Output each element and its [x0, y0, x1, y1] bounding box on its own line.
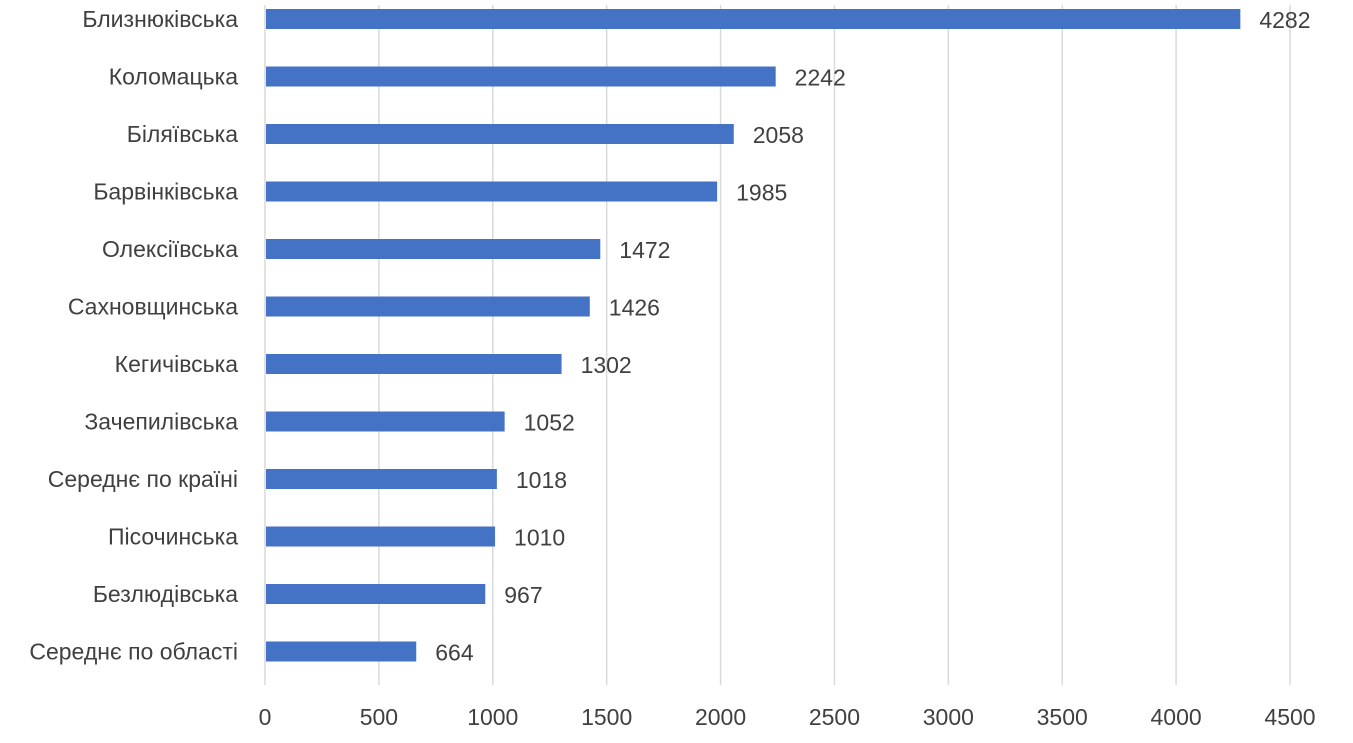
category-label: Безлюдівська: [93, 581, 238, 607]
category-label: Сахновщинська: [68, 294, 238, 320]
x-tick-label: 4000: [1151, 704, 1202, 730]
bar: [266, 66, 776, 87]
category-label: Середнє по області: [29, 639, 238, 665]
bar: [266, 181, 718, 202]
data-label: 1472: [619, 237, 670, 263]
data-label: 2058: [753, 122, 804, 148]
x-tick-label: 1000: [467, 704, 518, 730]
bar: [266, 411, 505, 432]
bars: [266, 9, 1241, 662]
category-label: Олексіївська: [102, 236, 238, 262]
data-label: 1302: [581, 352, 632, 378]
category-label: Пісочинська: [108, 524, 238, 550]
data-label: 1018: [516, 467, 567, 493]
gridlines: [264, 5, 1291, 685]
x-tick-label: 4500: [1264, 704, 1315, 730]
bar: [266, 354, 562, 374]
category-label: Коломацька: [109, 64, 238, 90]
category-label: Кегичівська: [115, 351, 239, 377]
data-label: 1985: [736, 180, 787, 206]
bar: [266, 469, 497, 489]
data-label: 2242: [795, 65, 846, 91]
data-label: 664: [435, 640, 474, 666]
x-axis-ticks: 0 500 1000 1500 2000 2500 3000 3500 4000 4500: [259, 704, 1316, 730]
data-label: 4282: [1259, 7, 1310, 33]
bar: [266, 9, 1241, 29]
x-tick-label: 2000: [695, 704, 746, 730]
category-label: Середнє по країні: [48, 466, 238, 492]
category-label: Біляївська: [127, 121, 238, 147]
bar: [266, 239, 601, 259]
x-tick-label: 0: [259, 704, 272, 730]
data-label: 1426: [609, 295, 660, 321]
category-label: Близнюківська: [82, 6, 238, 32]
data-label: 1052: [524, 410, 575, 436]
data-label: 967: [504, 582, 542, 608]
x-tick-label: 3500: [1037, 704, 1088, 730]
category-labels: Близнюківська Коломацька Біляївська Барвінк…: [29, 6, 238, 665]
bar: [266, 641, 417, 662]
data-label: 1010: [514, 525, 565, 551]
x-tick-label: 2500: [809, 704, 860, 730]
x-tick-label: 3000: [923, 704, 974, 730]
bar: [266, 526, 496, 547]
x-tick-label: 500: [360, 704, 398, 730]
bar: [266, 296, 590, 317]
data-labels: 4282 2242 2058 1985 1472 1426 1302 1052 1018 1010…: [435, 7, 1310, 666]
x-tick-label: 1500: [581, 704, 632, 730]
category-label: Зачепилівська: [84, 409, 238, 435]
bar: [266, 584, 486, 604]
category-label: Барвінківська: [93, 179, 238, 205]
bar: [266, 124, 734, 144]
